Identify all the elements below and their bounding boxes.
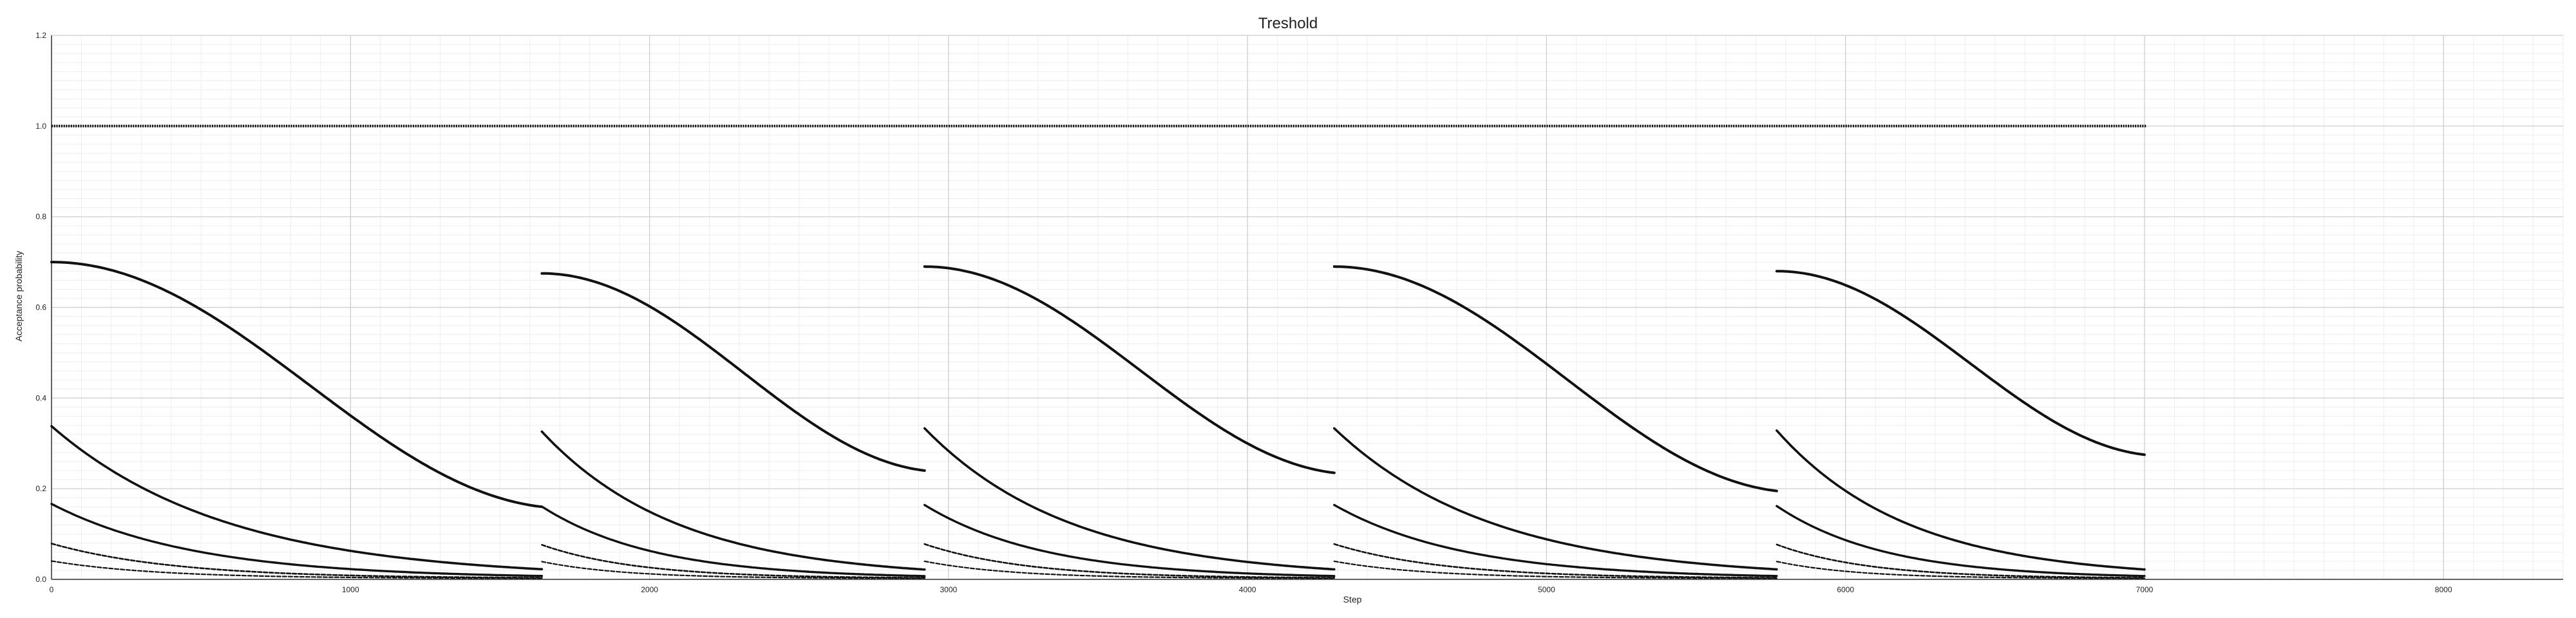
tick-labels: 0 1000 2000 3000 4000 5000 6000 7000 8000 0.0 0.2 0… — [35, 31, 2452, 594]
x-tick-label: 1000 — [342, 585, 359, 594]
y-tick-label: 1.0 — [35, 122, 46, 131]
series-curve-cycle-4-level-3 — [1333, 503, 1778, 577]
x-tick-label: 8000 — [2435, 585, 2452, 594]
series-curve-cycle-5-level-1 — [1775, 270, 2146, 456]
y-tick-label: 0.6 — [35, 303, 46, 312]
chart-title: Treshold — [1258, 15, 1318, 32]
y-axis-label: Acceptance probability — [14, 251, 24, 342]
series-curve-cycle-2-level-3 — [540, 505, 926, 577]
series-curve-cycle-1-level-5 — [50, 560, 543, 579]
series-curve-cycle-3-level-5 — [923, 560, 1335, 579]
x-tick-label: 4000 — [1239, 585, 1256, 594]
series-curve-cycle-1-level-1 — [50, 261, 544, 509]
x-tick-label: 2000 — [641, 585, 658, 594]
series-curve-cycle-5-level-2 — [1776, 429, 2146, 571]
x-axis-label: Step — [1343, 594, 1362, 604]
series-curve-cycle-2-level-5 — [541, 561, 925, 579]
y-tick-label: 0.2 — [35, 484, 46, 493]
series-curve-cycle-4-level-4 — [1333, 543, 1778, 579]
series-curve-cycle-1-level-4 — [50, 543, 543, 579]
x-tick-label: 7000 — [2136, 585, 2154, 594]
series-curve-cycle-2-level-2 — [540, 430, 926, 571]
series-curve-cycle-1-level-3 — [50, 503, 544, 577]
series-curve-cycle-4-level-5 — [1333, 560, 1777, 579]
series-curve-cycle-3-level-1 — [923, 265, 1336, 474]
x-tick-label: 6000 — [1837, 585, 1854, 594]
series-curve-cycle-5-level-5 — [1776, 561, 2146, 579]
series-curve-cycle-1-level-2 — [50, 425, 544, 570]
series-curve-cycle-3-level-4 — [923, 543, 1336, 579]
series-curve-cycle-2-level-4 — [541, 544, 925, 579]
series-curve-cycle-3-level-3 — [923, 503, 1336, 577]
series-curve-cycle-3-level-2 — [923, 427, 1336, 571]
x-tick-label: 5000 — [1538, 585, 1555, 594]
y-tick-label: 1.2 — [35, 31, 46, 40]
x-tick-label: 3000 — [940, 585, 958, 594]
series-points — [50, 124, 2146, 579]
series-curve-cycle-5-level-4 — [1776, 543, 2146, 579]
series-curve-cycle-4-level-2 — [1333, 427, 1778, 571]
y-tick-label: 0.8 — [35, 212, 46, 221]
series-curve-cycle-2-level-1 — [540, 272, 926, 472]
series-curve-cycle-5-level-3 — [1776, 505, 2146, 577]
x-tick-label: 0 — [50, 585, 54, 594]
y-tick-label: 0.4 — [35, 393, 46, 402]
series-curve-cycle-4-level-1 — [1332, 265, 1778, 492]
y-tick-label: 0.0 — [35, 575, 46, 584]
